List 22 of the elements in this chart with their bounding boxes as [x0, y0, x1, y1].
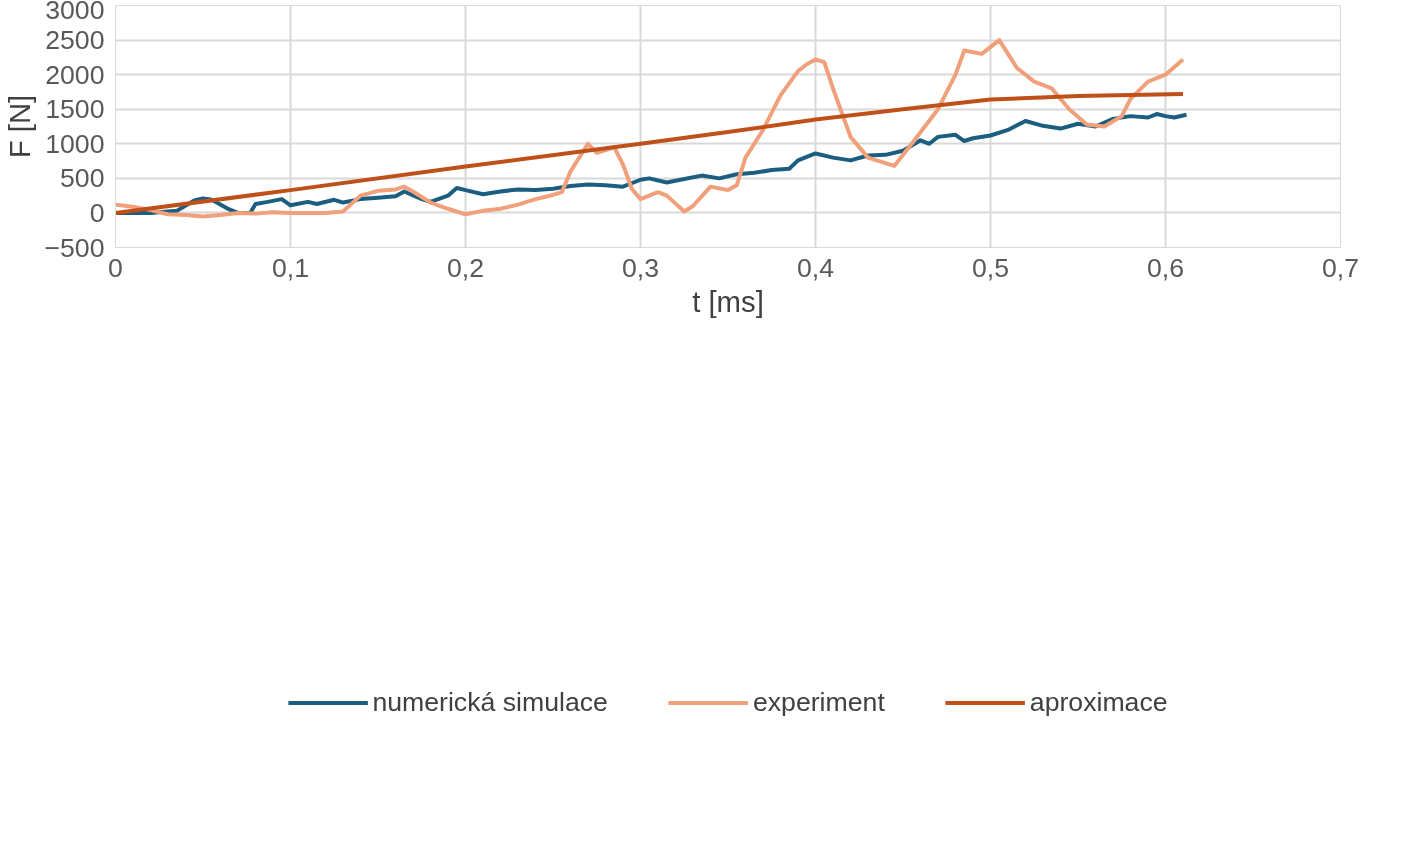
y-tick-label: 1500 — [45, 94, 105, 125]
x-tick-label: 0,6 — [1146, 252, 1185, 283]
y-tick-label: 2500 — [45, 25, 105, 56]
y-tick-label: 2000 — [45, 59, 105, 90]
legend-label: experiment — [752, 686, 885, 718]
y-tick-label: 500 — [60, 163, 105, 194]
legend-label: numerická simulace — [372, 686, 608, 718]
x-tick-label: 0,7 — [1321, 252, 1360, 283]
legend-label: aproximace — [1029, 686, 1168, 718]
line-series — [115, 92, 1185, 215]
line-series — [115, 38, 1185, 219]
y-tick-label: −500 — [44, 232, 105, 263]
x-tick-label: 0,5 — [971, 252, 1010, 283]
y-tick-label: 1000 — [45, 128, 105, 159]
y-tick-label: 0 — [89, 197, 105, 228]
x-tick-label: 0,3 — [621, 252, 660, 283]
y-tick-label: 3000 — [45, 0, 105, 25]
x-axis-title: t [ms] — [692, 284, 764, 318]
x-tick-label: 0,2 — [446, 252, 485, 283]
y-axis-title: F [N] — [3, 94, 37, 159]
x-tick-label: 0,4 — [796, 252, 835, 283]
x-tick-label: 0,1 — [271, 252, 310, 283]
